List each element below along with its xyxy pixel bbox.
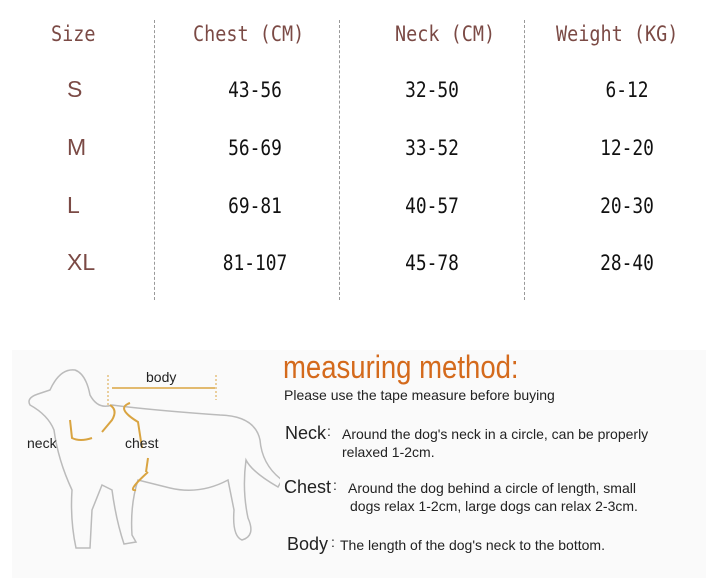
weight-value: 12-20 (600, 136, 654, 160)
neck-value: 40-57 (405, 194, 459, 218)
weight-value: 28-40 (600, 251, 654, 275)
chest-value: 56-69 (228, 136, 282, 160)
method-intro: Please use the tape measure before buyin… (284, 387, 555, 403)
size-label: M (67, 134, 87, 160)
divider (524, 20, 526, 300)
neck-value: 33-52 (405, 136, 459, 160)
neck-value: 45-78 (405, 251, 459, 275)
chest-value: 69-81 (228, 194, 282, 218)
neck-heading: Neck (285, 423, 327, 443)
weight-value: 20-30 (600, 194, 654, 218)
body-label: body (146, 369, 177, 385)
chest-value: 81-107 (222, 251, 288, 275)
body-heading: Body (287, 534, 329, 554)
header-size: Size (51, 22, 96, 46)
header-neck: Neck (CM) (395, 22, 496, 46)
chest-value: 43-56 (228, 78, 282, 102)
body-text: The length of the dog's neck to the bott… (340, 537, 605, 553)
size-label: S (67, 76, 83, 102)
method-title: measuring method: (283, 349, 519, 385)
size-label: L (67, 192, 80, 218)
neck-value: 32-50 (405, 78, 459, 102)
chest-heading: Chest (284, 477, 332, 497)
divider (339, 20, 341, 300)
divider (154, 20, 156, 300)
chest-text: dogs relax 1-2cm, large dogs can relax 2… (350, 498, 638, 514)
dog-diagram-icon (28, 369, 280, 549)
neck-text: relaxed 1-2cm. (342, 444, 435, 460)
header-chest: Chest (CM) (193, 22, 305, 46)
weight-value: 6-12 (605, 78, 649, 102)
size-label: XL (67, 249, 96, 275)
neck-label: neck (27, 435, 57, 451)
chest-label: chest (125, 435, 159, 451)
neck-text: Around the dog's neck in a circle, can b… (342, 426, 649, 442)
header-weight: Weight (KG) (556, 22, 679, 46)
chest-text: Around the dog behind a circle of length… (348, 480, 636, 496)
